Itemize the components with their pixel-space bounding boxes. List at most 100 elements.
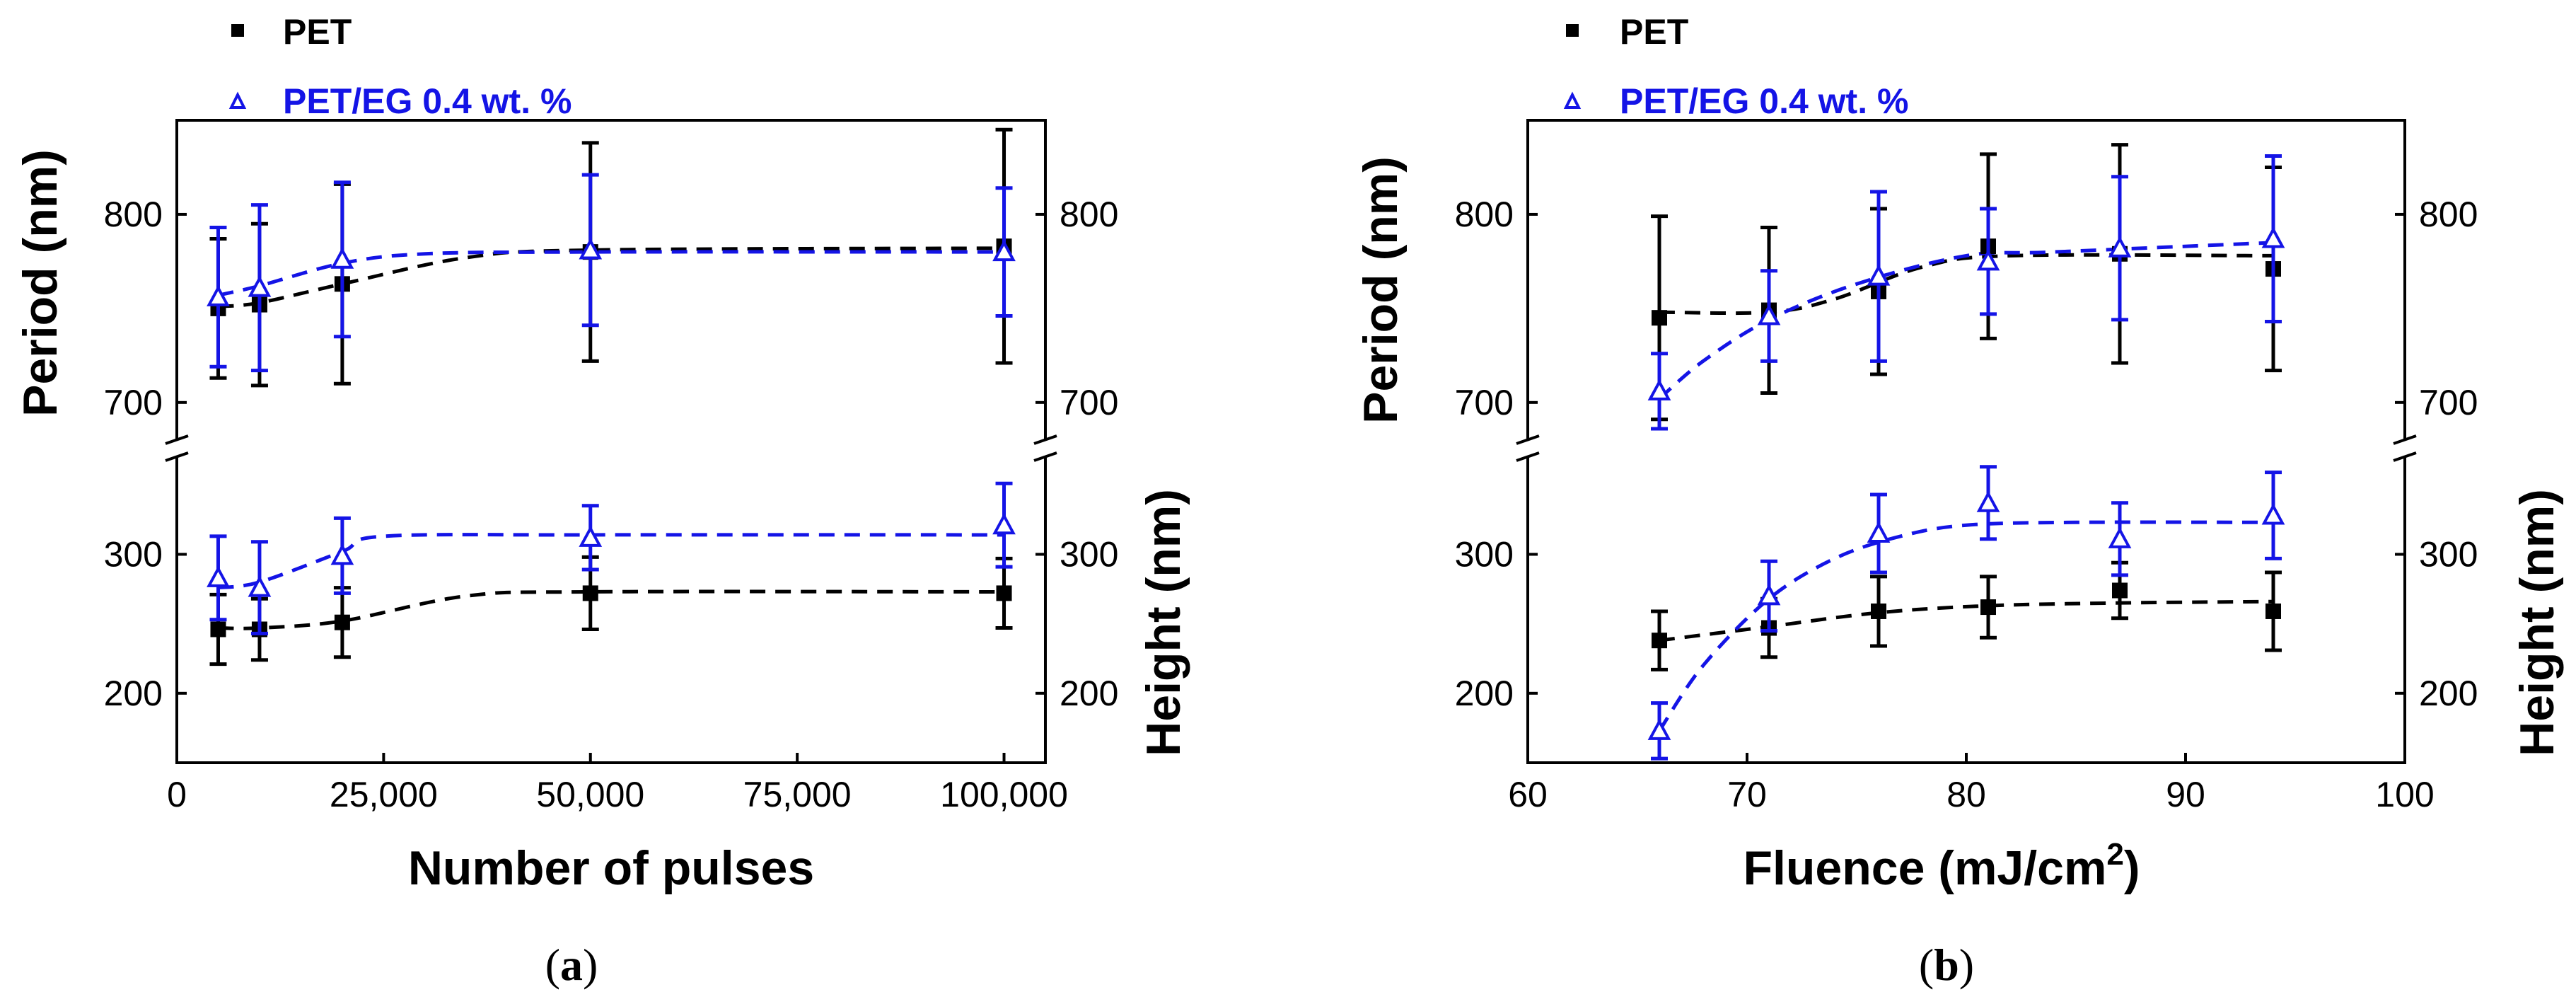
caption-letter-b: b [1934, 940, 1959, 990]
point-pet-eg-height [1757, 584, 1781, 606]
fit-line-pet-eg-period [217, 250, 1004, 297]
axis-frame-top-b [1526, 119, 2406, 440]
point-pet-eg-height [579, 525, 603, 547]
axis-break-left-b-2 [1516, 451, 1540, 462]
point-pet-eg-period [2261, 226, 2285, 248]
point-pet-eg-period [330, 247, 354, 269]
panel-a: PET PET/EG 0.4 wt. % 0 25,000 50,000 75,000… [13, 12, 1190, 990]
open-triangle-icon [228, 91, 247, 109]
x-tick-label: 100 [2375, 775, 2434, 814]
panel-b: PET PET/EG 0.4 wt. % 60 70 80 90 100 700 700 80… [1354, 12, 2564, 990]
point-pet-eg-period [579, 238, 603, 260]
y-tick-label-right: 200 [1060, 674, 1118, 713]
legend-b-pet-eg: PET/EG 0.4 wt. % [1620, 81, 1908, 121]
data-points-a [207, 127, 1016, 667]
axis-break-right-a-2 [1033, 451, 1057, 462]
point-pet-eg-period [1867, 264, 1891, 286]
point-pet-height [1652, 633, 1667, 649]
caption-b: (b) [1919, 940, 1974, 990]
y-tick-label-left: 300 [1455, 534, 1514, 574]
axis-break-right-b-2 [2393, 451, 2417, 462]
x-tick-label: 50,000 [536, 775, 644, 814]
x-axis-title-a: Number of pulses [408, 841, 814, 895]
x-tick-label: 90 [2166, 775, 2205, 814]
open-triangle-icon [1563, 91, 1582, 109]
x-tick-label: 0 [167, 775, 187, 814]
x-axis-title-b-sup: 2 [2106, 837, 2123, 872]
y-tick-label-left: 700 [1455, 383, 1514, 422]
fit-lines-a [217, 246, 1004, 630]
axis-break-left-a-1 [165, 434, 189, 445]
legend-a-pet: PET [283, 12, 352, 52]
point-pet-eg-period [1647, 379, 1671, 400]
ticks-b: 60 70 80 90 100 700 700 800 800 200 200 300 300 [1455, 195, 2478, 814]
x-axis-title-b: Fluence (mJ/cm2) [1743, 837, 2140, 895]
fit-line-pet-period [1659, 253, 2274, 316]
y-tick-label-right: 300 [1060, 534, 1118, 574]
point-pet-height [582, 585, 598, 601]
axis-break-right-b-1 [2393, 434, 2417, 445]
point-pet-eg-height [2108, 526, 2132, 548]
y-tick-label-left: 700 [104, 383, 163, 422]
fit-line-pet-eg-height [1657, 520, 2274, 732]
axis-break-right-a-1 [1033, 434, 1057, 445]
point-pet-eg-period [1976, 249, 2000, 271]
legend-b-pet: PET [1620, 12, 1688, 52]
x-tick-label: 100,000 [940, 775, 1068, 814]
ticks-a: 0 25,000 50,000 75,000 100,000 700 700 800 800 20… [104, 195, 1119, 814]
point-pet-height [1871, 603, 1886, 619]
point-pet-eg-height [2261, 503, 2285, 525]
x-tick-label: 70 [1727, 775, 1767, 814]
legend-b: PET PET/EG 0.4 wt. % [1563, 12, 1908, 121]
caption-letter-a: a [560, 940, 583, 990]
data-points-b [1647, 143, 2285, 761]
point-pet-height [2112, 582, 2128, 599]
y-tick-label-right: 300 [2419, 534, 2478, 574]
y-tick-label-right: 700 [2419, 383, 2478, 422]
fit-line-pet-height [218, 589, 1004, 630]
x-axis-title-b-main: Fluence (mJ/cm [1743, 841, 2106, 895]
y-tick-label-left: 200 [104, 674, 163, 713]
y-tick-label-left: 800 [1455, 195, 1514, 234]
axis-break-left-a-2 [165, 451, 189, 462]
x-tick-label: 60 [1508, 775, 1548, 814]
y-tick-label-right: 700 [1060, 383, 1118, 422]
point-pet-height [210, 621, 226, 637]
x-axis-title-b-suffix: ) [2124, 841, 2140, 895]
point-pet-eg-period [2108, 236, 2132, 258]
point-pet-eg-period [1757, 304, 1781, 325]
fit-line-pet-eg-height [218, 533, 1004, 590]
point-pet-height [2265, 603, 2281, 619]
point-pet-height [996, 585, 1012, 601]
legend-a-pet-eg: PET/EG 0.4 wt. % [283, 81, 572, 121]
point-pet-eg-height [992, 513, 1016, 535]
filled-square-icon [1566, 24, 1579, 37]
point-pet-eg-height [207, 565, 230, 587]
point-pet-eg-period [992, 239, 1016, 262]
point-pet-height [1980, 599, 1996, 616]
point-pet-height [334, 614, 350, 630]
y-axis-title-left-b: Period (nm) [1354, 156, 1408, 424]
y-axis-title-right-a: Height (nm) [1137, 489, 1190, 756]
caption-a: (a) [545, 940, 598, 990]
y-tick-label-left: 800 [104, 195, 163, 234]
axis-break-left-b-1 [1516, 434, 1540, 445]
fit-line-pet-eg-period [1658, 241, 2274, 400]
point-pet-eg-period [248, 275, 272, 297]
axis-frame-bottom-a [175, 457, 1047, 764]
filled-square-icon [231, 24, 244, 37]
fit-line-pet-height [1659, 599, 2274, 642]
legend-a: PET PET/EG 0.4 wt. % [228, 12, 572, 121]
y-tick-label-right: 800 [2419, 195, 2478, 234]
y-tick-label-left: 300 [104, 534, 163, 574]
fit-lines-b [1657, 241, 2274, 732]
y-axis-title-left-a: Period (nm) [13, 149, 67, 417]
point-pet-period [1652, 310, 1667, 326]
axis-frame-top-a [175, 119, 1047, 440]
y-tick-label-right: 200 [2419, 674, 2478, 713]
x-tick-label: 75,000 [743, 775, 852, 814]
x-tick-label: 80 [1946, 775, 1986, 814]
point-pet-eg-height [1647, 718, 1671, 740]
point-pet-eg-height [330, 543, 354, 565]
